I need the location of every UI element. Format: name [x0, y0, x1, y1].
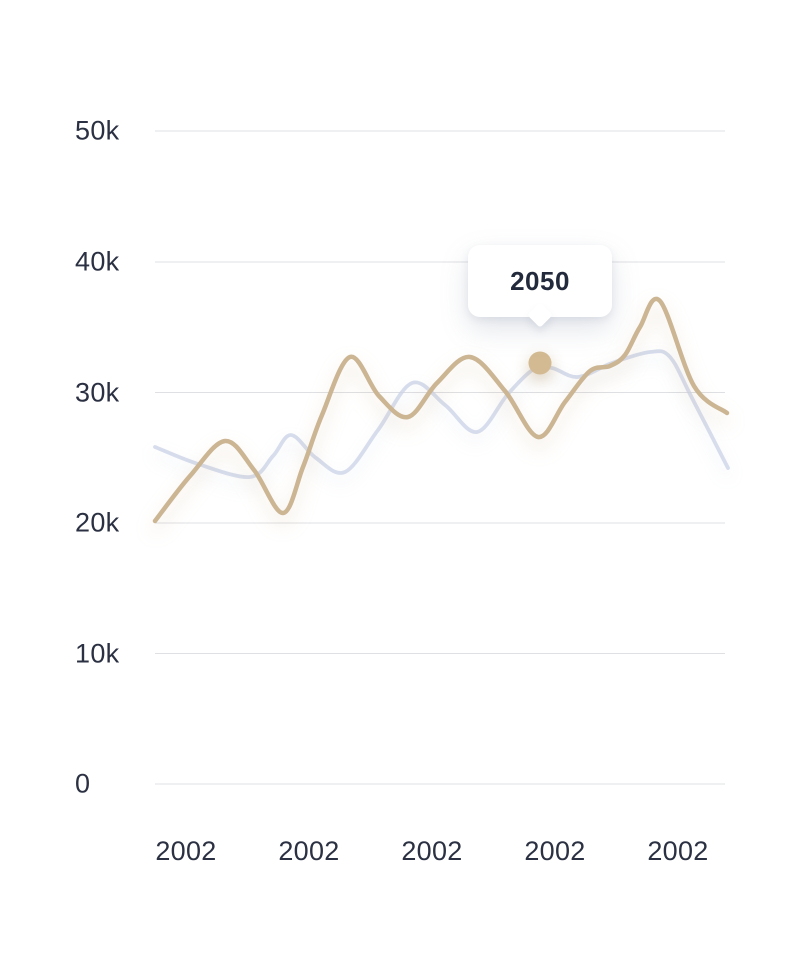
y-axis-tick-label: 50k: [75, 115, 120, 146]
x-axis-tick-label: 2002: [524, 836, 586, 866]
gridlines: [155, 130, 725, 785]
chart-tooltip: 2050: [468, 245, 612, 328]
x-axis-tick-label: 2002: [401, 836, 463, 866]
chart-series: [152, 296, 730, 524]
hover-point-marker[interactable]: [528, 351, 552, 375]
y-axis-tick-label: 20k: [75, 507, 120, 538]
y-axis-tick-label: 0: [75, 768, 91, 799]
primary-line[interactable]: [152, 296, 730, 524]
x-axis-tick-label: 2002: [278, 836, 340, 866]
x-axis-tick-label: 2002: [647, 836, 709, 866]
y-axis-tick-label: 10k: [75, 638, 120, 668]
tooltip-value: 2050: [510, 265, 570, 296]
y-axis-tick-label: 30k: [75, 377, 120, 407]
y-axis-tick-label: 40k: [75, 246, 120, 277]
x-axis-tick-label: 2002: [155, 836, 217, 866]
secondary-line[interactable]: [153, 349, 730, 479]
